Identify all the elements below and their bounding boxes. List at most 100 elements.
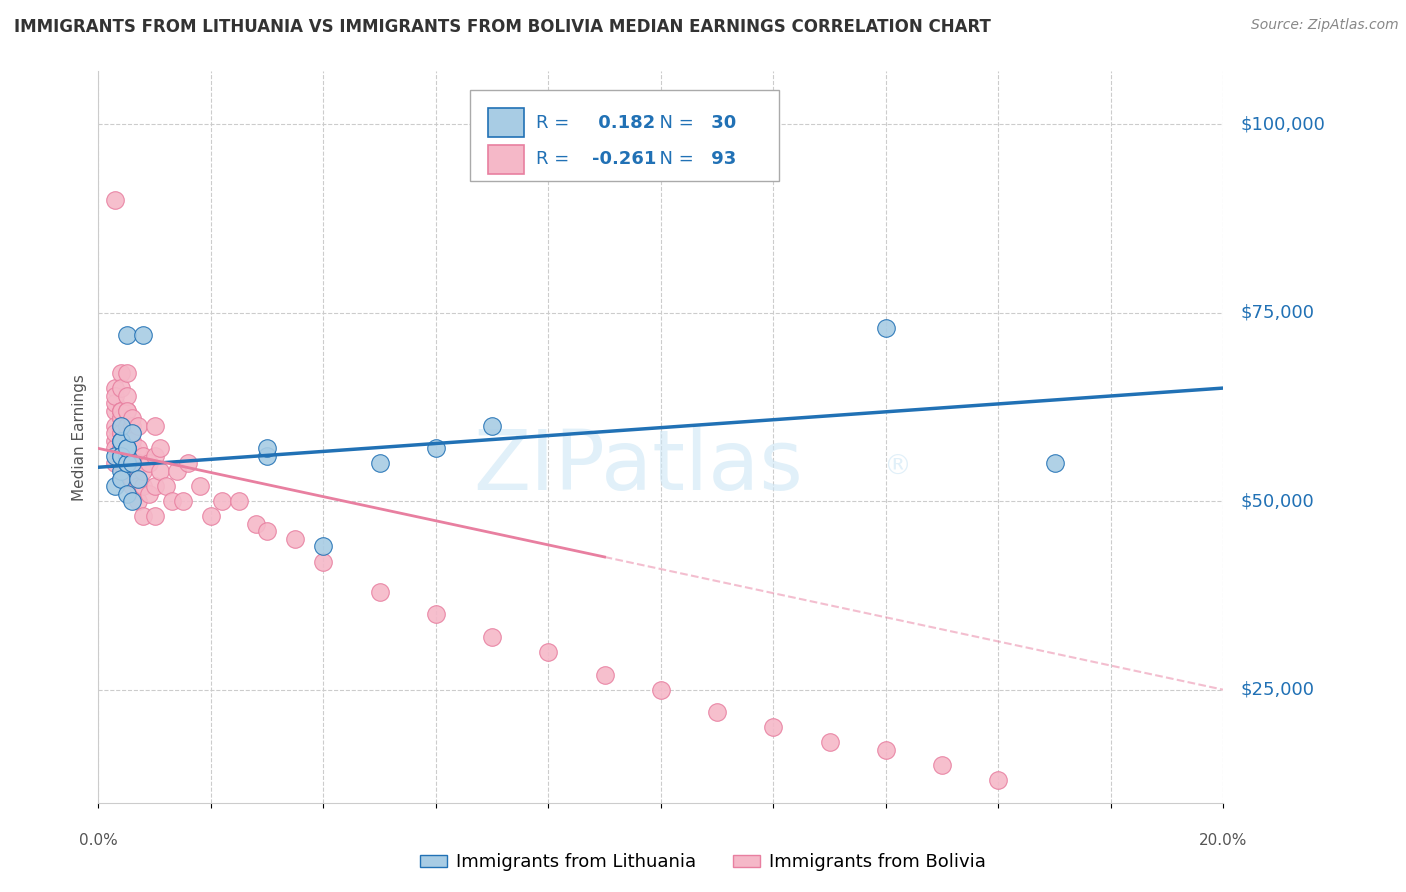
Point — [425, 607, 447, 622]
Point — [256, 524, 278, 539]
Text: Source: ZipAtlas.com: Source: ZipAtlas.com — [1251, 18, 1399, 32]
Point — [160, 494, 183, 508]
Point — [127, 494, 149, 508]
Point — [368, 584, 391, 599]
Point — [121, 464, 143, 478]
Point — [875, 743, 897, 757]
Point — [110, 366, 132, 380]
Point — [132, 464, 155, 478]
Text: R =: R = — [536, 150, 569, 168]
Point — [149, 464, 172, 478]
Text: IMMIGRANTS FROM LITHUANIA VS IMMIGRANTS FROM BOLIVIA MEDIAN EARNINGS CORRELATION: IMMIGRANTS FROM LITHUANIA VS IMMIGRANTS … — [14, 18, 991, 36]
Point — [115, 457, 138, 471]
Point — [121, 464, 143, 478]
Point — [104, 381, 127, 395]
Point — [155, 479, 177, 493]
Point — [110, 426, 132, 441]
Point — [762, 720, 785, 734]
Point — [104, 403, 127, 417]
Point — [127, 457, 149, 471]
Point — [110, 403, 132, 417]
Point — [115, 434, 138, 448]
Point — [138, 457, 160, 471]
Point — [110, 434, 132, 448]
Point — [256, 442, 278, 456]
Point — [104, 434, 127, 448]
Point — [110, 457, 132, 471]
Point — [132, 328, 155, 343]
Point — [121, 457, 143, 471]
Point — [115, 328, 138, 343]
Text: $100,000: $100,000 — [1240, 115, 1324, 133]
Point — [110, 418, 132, 433]
Point — [110, 442, 132, 456]
Point — [115, 442, 138, 456]
Point — [127, 471, 149, 485]
Point — [706, 706, 728, 720]
Text: N =: N = — [648, 113, 695, 131]
Point — [121, 442, 143, 456]
FancyBboxPatch shape — [488, 145, 523, 174]
Point — [143, 418, 166, 433]
Point — [115, 457, 138, 471]
Point — [104, 193, 127, 207]
Point — [127, 471, 149, 485]
Point — [132, 479, 155, 493]
Point — [537, 645, 560, 659]
Point — [110, 457, 132, 471]
Point — [121, 426, 143, 441]
Point — [127, 442, 149, 456]
Point — [110, 418, 132, 433]
Point — [121, 471, 143, 485]
Point — [177, 457, 200, 471]
Text: N =: N = — [648, 150, 695, 168]
Point — [110, 434, 132, 448]
Point — [121, 434, 143, 448]
Point — [115, 457, 138, 471]
Point — [593, 667, 616, 681]
Point — [166, 464, 188, 478]
Point — [104, 426, 127, 441]
Text: 30: 30 — [704, 113, 735, 131]
Text: ®: ® — [883, 452, 911, 480]
Point — [132, 449, 155, 463]
Point — [650, 682, 672, 697]
Point — [143, 509, 166, 524]
Point — [127, 457, 149, 471]
Point — [211, 494, 233, 508]
Point — [132, 509, 155, 524]
Point — [115, 442, 138, 456]
Point — [110, 418, 132, 433]
Point — [368, 457, 391, 471]
Point — [245, 516, 267, 531]
Point — [143, 479, 166, 493]
Point — [110, 381, 132, 395]
Point — [110, 449, 132, 463]
FancyBboxPatch shape — [488, 108, 523, 137]
Point — [115, 442, 138, 456]
Point — [121, 411, 143, 425]
Point — [149, 442, 172, 456]
Point — [115, 486, 138, 500]
Point — [104, 396, 127, 410]
Point — [312, 554, 335, 568]
Point — [127, 479, 149, 493]
Text: $25,000: $25,000 — [1240, 681, 1315, 698]
Point — [818, 735, 841, 749]
Point — [110, 434, 132, 448]
Point — [1043, 457, 1066, 471]
Point — [138, 486, 160, 500]
Point — [121, 449, 143, 463]
Point — [115, 426, 138, 441]
Point — [121, 418, 143, 433]
Text: 93: 93 — [704, 150, 735, 168]
Point — [115, 449, 138, 463]
Point — [121, 494, 143, 508]
Point — [115, 403, 138, 417]
Point — [115, 389, 138, 403]
Point — [110, 471, 132, 485]
Point — [121, 479, 143, 493]
Point — [200, 509, 222, 524]
Point — [312, 540, 335, 554]
Point — [143, 449, 166, 463]
